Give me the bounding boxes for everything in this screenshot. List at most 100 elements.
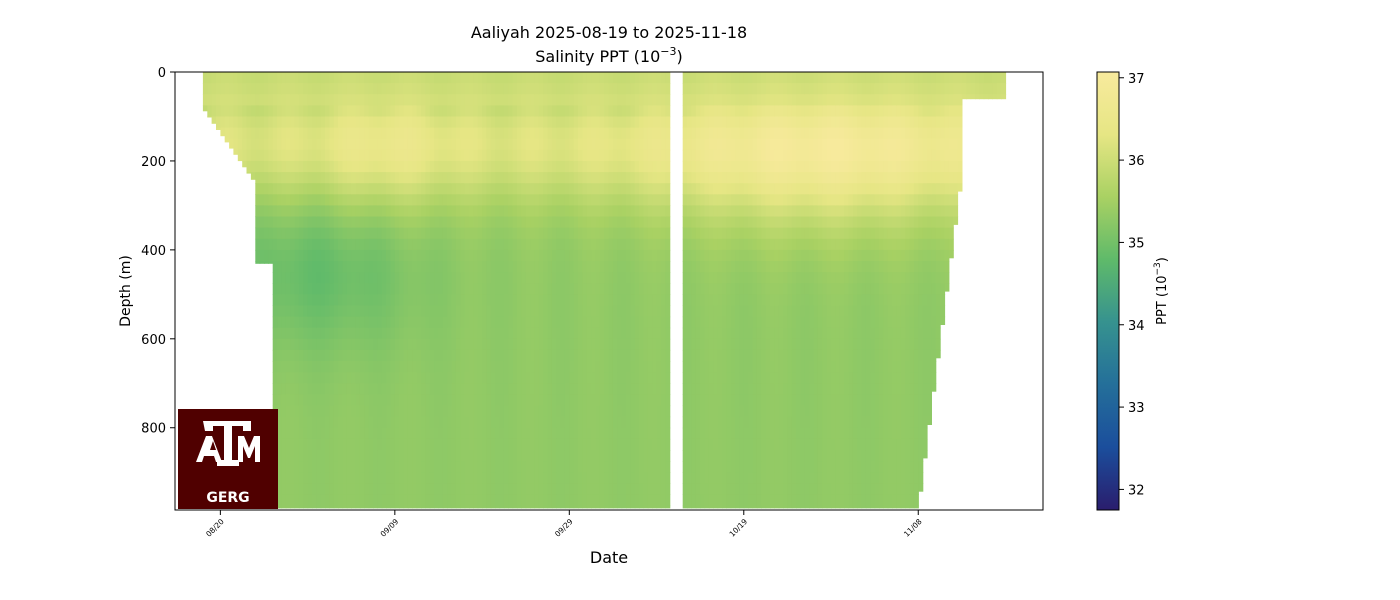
salinity-cell [303,372,309,384]
salinity-cell [761,172,767,184]
salinity-cell [591,461,597,473]
salinity-cell [634,160,640,173]
salinity-cell [373,205,378,218]
salinity-cell [373,94,378,106]
salinity-cell [591,305,597,318]
salinity-cell [277,416,283,429]
salinity-cell [560,383,566,395]
salinity-cell [246,83,252,95]
salinity-cell [285,94,291,106]
salinity-cell [543,160,549,173]
salinity-cell [285,83,291,95]
salinity-cell [368,272,374,284]
salinity-cell [294,127,300,140]
salinity-cell [796,261,802,273]
salinity-cell [634,116,640,129]
salinity-cell [639,472,645,484]
salinity-cell [595,461,601,473]
salinity-cell [495,383,501,395]
salinity-cell [752,149,758,162]
salinity-cell [307,450,313,462]
salinity-cell [460,450,466,462]
salinity-cell [700,283,706,295]
salinity-cell [695,505,701,509]
salinity-cell [708,160,714,173]
salinity-cell [621,205,627,218]
salinity-cell [765,205,771,218]
salinity-cell [268,149,274,162]
salinity-cell [704,261,710,273]
salinity-cell [381,83,387,95]
salinity-cell [294,216,300,229]
salinity-cell [294,183,300,195]
salinity-cell [438,216,444,229]
salinity-cell [660,383,666,395]
salinity-cell [652,105,658,118]
salinity-cell [564,83,570,95]
salinity-cell [630,505,636,509]
salinity-cell [464,349,470,362]
salinity-cell [455,372,461,384]
salinity-cell [373,72,378,84]
salinity-cell [451,416,457,429]
salinity-cell [586,349,592,362]
salinity-cell [591,327,597,340]
salinity-cell [765,472,771,484]
salinity-cell [739,405,745,418]
salinity-cell [717,294,723,306]
salinity-cell [656,227,662,240]
salinity-cell [320,172,326,184]
salinity-cell [656,361,662,373]
salinity-cell [752,427,758,440]
salinity-cell [464,127,470,140]
salinity-cell [791,283,797,295]
salinity-cell [495,372,501,384]
salinity-cell [704,450,710,462]
salinity-cell [791,194,797,206]
salinity-cell [298,94,304,106]
salinity-cell [333,383,339,395]
salinity-cell [778,205,784,218]
salinity-cell [495,172,501,184]
salinity-cell [495,238,501,251]
salinity-cell [512,338,518,351]
salinity-cell [560,338,566,351]
salinity-cell [608,160,614,173]
salinity-cell [730,316,736,329]
salinity-cell [268,83,274,95]
salinity-cell [756,249,762,262]
salinity-cell [778,450,784,462]
salinity-cell [783,405,788,418]
salinity-cell [377,272,383,284]
salinity-cell [320,105,326,118]
salinity-cell [665,116,671,129]
salinity-cell [499,127,505,140]
salinity-cell [739,450,745,462]
salinity-cell [346,383,352,395]
salinity-cell [713,127,719,140]
salinity-cell [717,316,723,329]
salinity-cell [564,494,570,507]
salinity-cell [277,83,283,95]
salinity-cell [464,505,470,509]
salinity-cell [809,127,815,140]
salinity-cell [403,461,409,473]
salinity-cell [438,94,444,106]
salinity-cell [604,261,610,273]
salinity-cell [634,450,640,462]
salinity-cell [556,349,562,362]
salinity-cell [368,494,374,507]
salinity-cell [730,505,736,509]
salinity-cell [621,227,627,240]
salinity-cell [578,416,583,429]
salinity-cell [250,160,256,173]
salinity-cell [473,472,479,484]
salinity-cell [303,338,309,351]
salinity-cell [442,394,448,407]
salinity-cell [482,316,488,329]
salinity-cell [233,149,239,155]
salinity-cell [560,372,566,384]
salinity-cell [621,172,627,184]
salinity-cell [591,394,597,407]
salinity-cell [438,227,444,240]
